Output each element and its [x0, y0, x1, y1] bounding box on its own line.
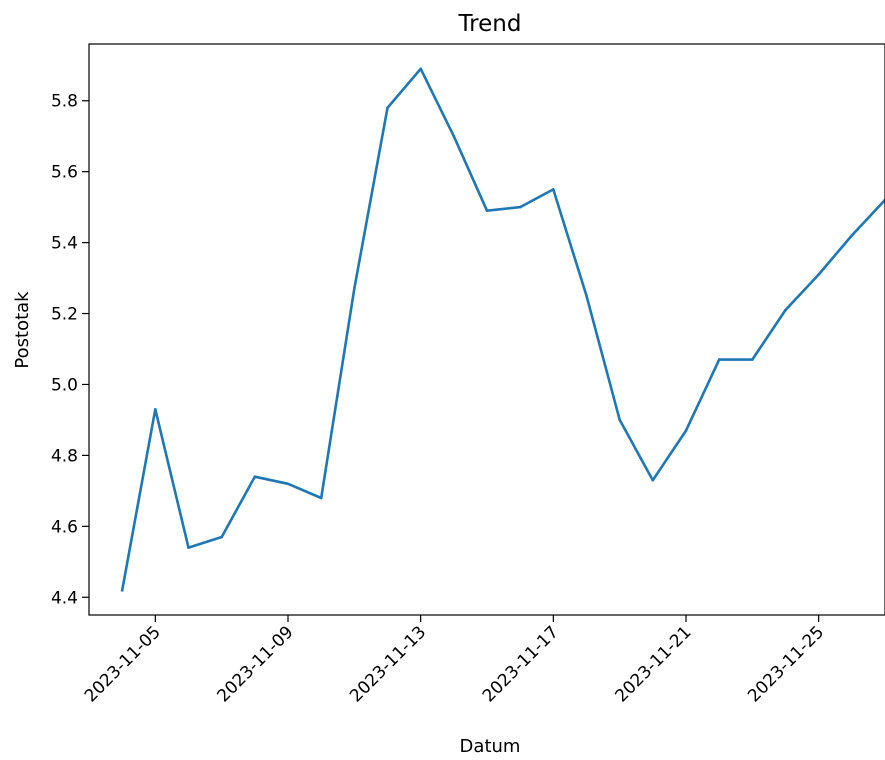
x-tick-label: 2023-11-09	[214, 622, 298, 706]
x-tick-label: 2023-11-13	[346, 622, 430, 706]
data-point	[485, 209, 489, 212]
x-tick-label: 2023-11-21	[612, 622, 696, 706]
plot-frame	[88, 43, 885, 616]
data-point	[452, 134, 456, 138]
x-tick-label: 2023-11-17	[479, 622, 563, 706]
y-tick-label: 5.2	[51, 305, 78, 325]
y-tick-label: 4.8	[51, 446, 78, 466]
x-tick-label: 2023-11-25	[744, 622, 828, 706]
y-tick-label: 5.4	[51, 234, 78, 254]
data-point	[319, 496, 323, 500]
data-point	[784, 308, 787, 312]
data-point	[518, 205, 522, 209]
data-point	[850, 234, 854, 237]
data-point	[585, 294, 588, 298]
data-point	[154, 408, 157, 411]
y-tick-label: 4.4	[51, 588, 78, 608]
data-point	[286, 482, 290, 486]
data-point	[717, 358, 721, 361]
data-point	[386, 106, 389, 110]
y-tick-label: 5.8	[51, 92, 78, 112]
y-tick-label: 5.0	[51, 375, 78, 395]
y-tick-label: 4.6	[51, 517, 78, 537]
data-point	[353, 287, 356, 291]
y-tick-label: 5.6	[51, 163, 78, 183]
data-point	[751, 358, 754, 361]
x-tick-label: 2023-11-05	[81, 622, 165, 706]
data-point	[220, 535, 223, 539]
chart-title: Trend	[458, 11, 522, 37]
data-point	[651, 478, 655, 482]
data-point	[552, 188, 555, 191]
data-point	[419, 67, 423, 71]
data-point	[120, 588, 124, 592]
data-point	[253, 475, 257, 479]
series-line	[120, 67, 885, 592]
plot-area	[89, 44, 885, 615]
data-point	[187, 546, 190, 549]
data-point	[684, 429, 688, 432]
x-axis-label: Datum	[460, 736, 521, 757]
y-axis-label: Postotak	[12, 291, 33, 369]
data-point	[817, 273, 820, 276]
data-point	[618, 418, 621, 422]
